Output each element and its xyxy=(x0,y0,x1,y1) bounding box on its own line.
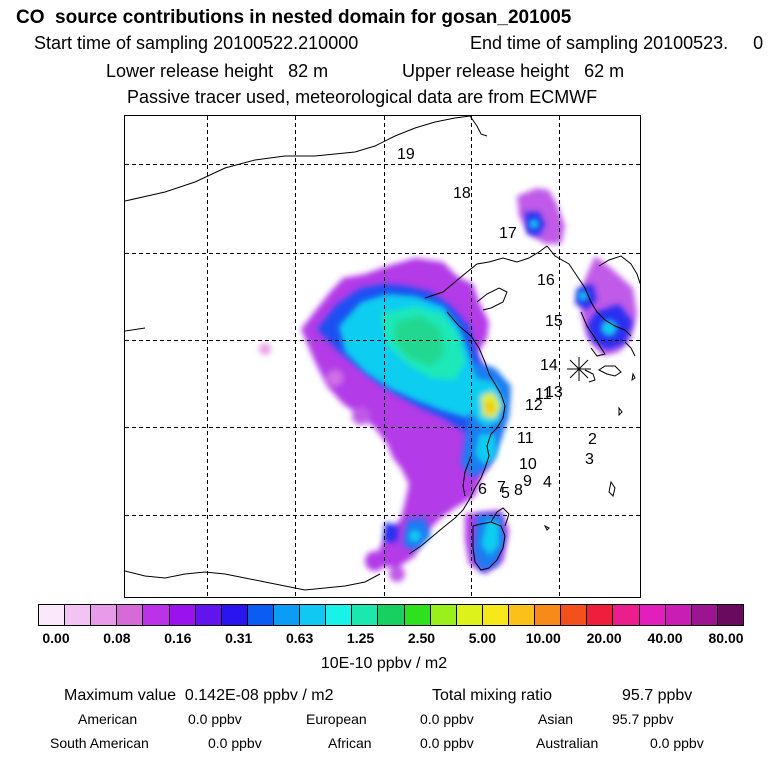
contribution-map: 19 18 17 16 15 14 13 12 11 11 10 9 8 7 6… xyxy=(124,115,641,598)
colorbar-tick-label: 0.63 xyxy=(286,630,314,646)
colorbar-segment xyxy=(194,605,221,625)
region-value: 0.0 ppbv xyxy=(420,735,474,751)
region-value: 0.0 ppbv xyxy=(420,711,474,727)
colorbar-segment xyxy=(455,605,482,625)
colorbar-segment xyxy=(377,605,404,625)
colorbar-segment xyxy=(481,605,508,625)
colorbar-segment xyxy=(90,605,117,625)
trajectory-label: 7 xyxy=(497,479,506,496)
colorbar-segment xyxy=(220,605,247,625)
colorbar-segment xyxy=(142,605,169,625)
start-time-label: Start time of sampling 20100522.210000 xyxy=(34,33,359,53)
colorbar-tick-label: 0.00 xyxy=(42,630,70,646)
region-value: 95.7 ppbv xyxy=(612,711,674,727)
end-time-label: End time of sampling 20100523. 0 xyxy=(470,33,764,53)
colorbar-tick-label: 40.00 xyxy=(647,630,683,646)
region-name: Asian xyxy=(538,711,574,727)
trajectory-label: 11 xyxy=(535,386,552,403)
colorbar-tick-label: 80.00 xyxy=(708,630,744,646)
colorbar-segment xyxy=(612,605,639,625)
trajectory-label: 8 xyxy=(514,482,523,499)
trajectory-label: 17 xyxy=(499,225,517,242)
map-title: CO source contributions in nested domain… xyxy=(16,7,572,28)
trajectory-label: 11 xyxy=(517,430,534,447)
colorbar-tick-label: 5.00 xyxy=(468,630,496,646)
trajectory-label: 18 xyxy=(453,185,471,202)
trajectory-label: 4 xyxy=(543,474,552,491)
graticule xyxy=(125,116,640,597)
colorbar-segment xyxy=(325,605,352,625)
region-name: Australian xyxy=(536,735,599,751)
colorbar-segment xyxy=(64,605,91,625)
total-mixing-value: 95.7 ppbv xyxy=(622,687,693,704)
max-value-label: Maximum value 0.142E-08 ppbv / m2 xyxy=(64,687,334,704)
colorbar-segment xyxy=(534,605,561,625)
colorbar-segment xyxy=(272,605,300,625)
colorbar-tick-label: 0.16 xyxy=(164,630,192,646)
total-mixing-label: Total mixing ratio xyxy=(432,687,553,704)
trajectory-label: 14 xyxy=(540,357,558,374)
colorbar-segment xyxy=(403,605,430,625)
region-name: South American xyxy=(50,735,149,751)
colorbar-segment xyxy=(586,605,613,625)
colorbar-segment xyxy=(299,605,326,625)
region-value: 0.0 ppbv xyxy=(188,711,242,727)
colorbar-segment xyxy=(716,605,743,625)
region-value: 0.0 ppbv xyxy=(650,735,704,751)
trajectory-label: 10 xyxy=(519,456,537,473)
region-value: 0.0 ppbv xyxy=(208,735,262,751)
upper-release-height: Upper release height 62 m xyxy=(402,61,625,81)
trajectory-label: 2 xyxy=(588,431,597,448)
colorbar-segment xyxy=(638,605,665,625)
trajectory-label: 3 xyxy=(585,451,594,468)
colorbar-segment xyxy=(429,605,456,625)
colorbar-segment xyxy=(560,605,587,625)
trajectory-label: 16 xyxy=(537,272,555,289)
trajectory-label: 13 xyxy=(545,384,563,401)
coastlines xyxy=(125,116,640,591)
colorbar-segment xyxy=(116,605,143,625)
colorbar-segment xyxy=(507,605,535,625)
trajectory-label: 6 xyxy=(478,481,487,498)
trajectory-label: 19 xyxy=(397,146,415,163)
map-canvas xyxy=(125,116,640,597)
tracer-note: Passive tracer used, meteorological data… xyxy=(127,87,598,107)
trajectory-label: 9 xyxy=(523,473,532,490)
colorbar-tick-label: 2.50 xyxy=(407,630,436,646)
colorbar-tick-label: 20.00 xyxy=(586,630,622,646)
colorbar-segment xyxy=(39,605,65,625)
region-name: European xyxy=(306,711,367,727)
colorbar-tick-label: 10.00 xyxy=(525,630,561,646)
trajectory-label: 12 xyxy=(525,397,543,414)
region-name: American xyxy=(78,711,138,727)
region-name: African xyxy=(328,735,372,751)
trajectory-label: 5 xyxy=(501,485,510,502)
colorbar-segment xyxy=(690,605,717,625)
colorbar-tick-label: 0.08 xyxy=(103,630,131,646)
colorbar-tick-label: 0.31 xyxy=(225,630,253,646)
colorbar-unit: 10E-10 ppbv / m2 xyxy=(320,655,448,672)
trajectory-label: 15 xyxy=(545,313,563,330)
colorbar-segment xyxy=(351,605,378,625)
station-marker-icon xyxy=(567,357,591,381)
colorbar-segment xyxy=(246,605,273,625)
colorbar-segment xyxy=(664,605,691,625)
lower-release-height: Lower release height 82 m xyxy=(106,61,329,81)
colorbar-segment xyxy=(168,605,195,625)
colorbar-tick-label: 1.25 xyxy=(346,630,375,646)
colorbar xyxy=(38,604,744,626)
